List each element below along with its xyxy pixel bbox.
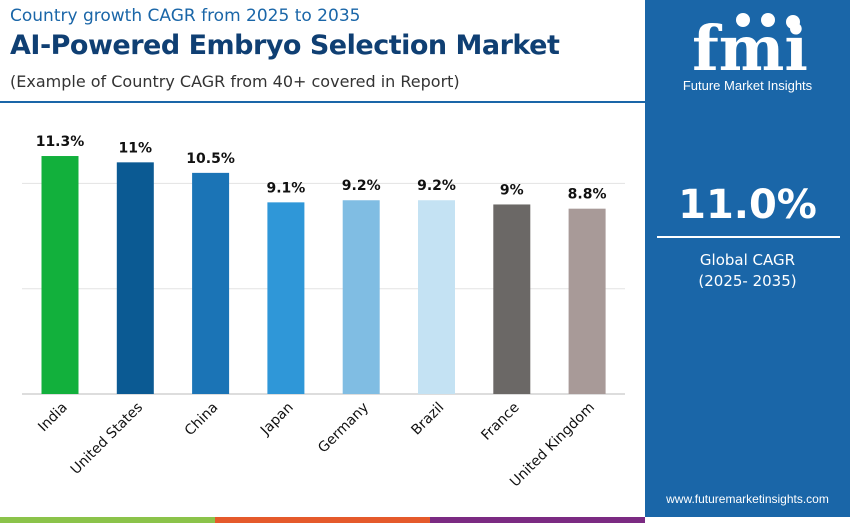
x-tick-label: France bbox=[478, 400, 522, 444]
bar-germany bbox=[342, 200, 380, 394]
global-cagr-value: 11.0% bbox=[678, 182, 817, 228]
fmi-logo: fmi bbox=[692, 12, 808, 78]
bar-chart: 11.3% India 11% United States 10.5% China 9.1%… bbox=[22, 134, 625, 491]
data-label: 9.2% bbox=[342, 178, 381, 194]
bar-brazil bbox=[418, 200, 455, 394]
data-label: 10.5% bbox=[186, 151, 235, 167]
chart-note: (Example of Country CAGR from 40+ covere… bbox=[10, 72, 460, 91]
data-label: 9% bbox=[500, 182, 524, 198]
x-tick-label: United States bbox=[68, 400, 146, 478]
data-label: 8.8% bbox=[568, 187, 607, 203]
divider bbox=[657, 236, 840, 238]
data-label: 11% bbox=[119, 140, 153, 156]
website-link[interactable]: www.futuremarketinsights.com bbox=[666, 492, 829, 506]
bar-china bbox=[192, 172, 230, 394]
global-cagr-caption: Global CAGR (2025- 2035) bbox=[645, 250, 850, 292]
bar-united-kingdom bbox=[568, 208, 606, 394]
data-label: 9.1% bbox=[266, 180, 305, 196]
x-tick-label: India bbox=[35, 400, 71, 436]
bar-france bbox=[493, 204, 531, 394]
chart-title: AI-Powered Embryo Selection Market bbox=[10, 30, 560, 61]
x-tick-label: Brazil bbox=[408, 400, 447, 439]
global-cagr-label: Global CAGR bbox=[699, 251, 796, 269]
header-divider bbox=[0, 101, 645, 103]
x-tick-label: Japan bbox=[257, 400, 297, 440]
x-tick-label: Germany bbox=[315, 400, 372, 457]
chart-subtitle: Country growth CAGR from 2025 to 2035 bbox=[10, 6, 361, 26]
data-label: 11.3% bbox=[36, 134, 85, 150]
footer-strip-green bbox=[0, 517, 215, 523]
sidebar: fmi Future Market Insights 11.0% Global … bbox=[645, 0, 850, 517]
global-cagr-period: (2025- 2035) bbox=[698, 272, 797, 290]
bar-japan bbox=[267, 202, 305, 394]
footer-strip-orange bbox=[215, 517, 430, 523]
x-tick-label: China bbox=[182, 400, 222, 440]
x-tick-label: United Kingdom bbox=[507, 400, 598, 491]
data-label: 9.2% bbox=[417, 178, 456, 194]
brand-name: Future Market Insights bbox=[682, 78, 813, 93]
footer-strip-purple bbox=[430, 517, 645, 523]
bar-india bbox=[41, 156, 79, 394]
bar-united-states bbox=[116, 162, 154, 394]
